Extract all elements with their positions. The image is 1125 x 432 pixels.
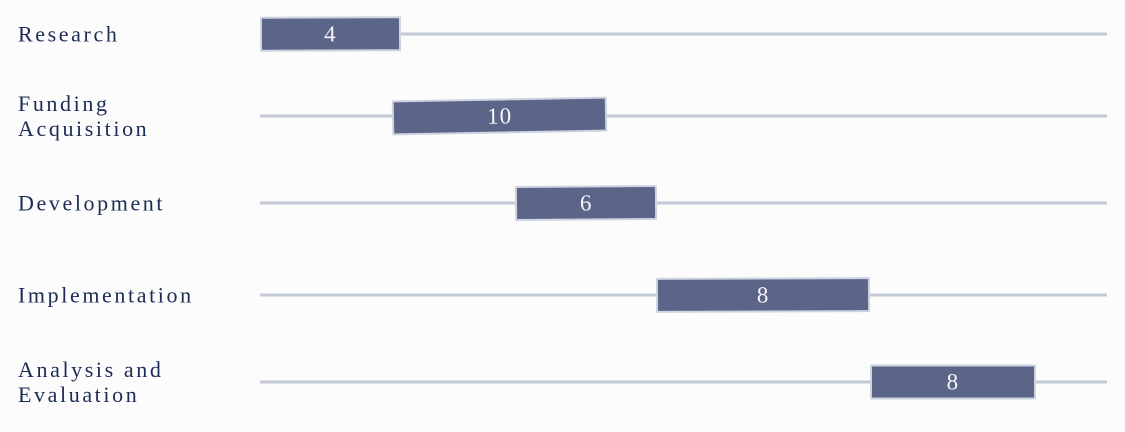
task-label: Research bbox=[18, 22, 119, 47]
task-label-line: Implementation bbox=[18, 282, 194, 308]
task-value: 8 bbox=[757, 281, 770, 308]
task-bar: 4 bbox=[259, 16, 401, 52]
task-label-line: Evaluation bbox=[18, 382, 140, 407]
task-value: 10 bbox=[486, 102, 513, 129]
task-label-line: Analysis and bbox=[18, 357, 164, 382]
task-label-line: Acquisition bbox=[18, 116, 150, 141]
timeline-track bbox=[260, 201, 1107, 205]
task-value: 6 bbox=[579, 189, 593, 216]
task-bar: 6 bbox=[514, 184, 658, 222]
timeline-track bbox=[260, 114, 1107, 118]
task-bar: 10 bbox=[391, 96, 608, 136]
task-label: Implementation bbox=[18, 283, 194, 308]
task-bar: 8 bbox=[656, 277, 871, 313]
task-label-line: Research bbox=[18, 21, 120, 47]
task-label: Analysis and Evaluation bbox=[18, 357, 163, 407]
task-value: 8 bbox=[946, 369, 960, 394]
timeline-track bbox=[260, 380, 1107, 384]
task-label-line: Funding bbox=[18, 91, 110, 116]
task-label: Funding Acquisition bbox=[18, 91, 149, 141]
task-value: 4 bbox=[323, 20, 337, 47]
timeline-track bbox=[260, 32, 1107, 36]
task-label: Development bbox=[18, 191, 165, 216]
task-bar: 8 bbox=[869, 364, 1036, 400]
task-label-line: Development bbox=[18, 190, 166, 216]
